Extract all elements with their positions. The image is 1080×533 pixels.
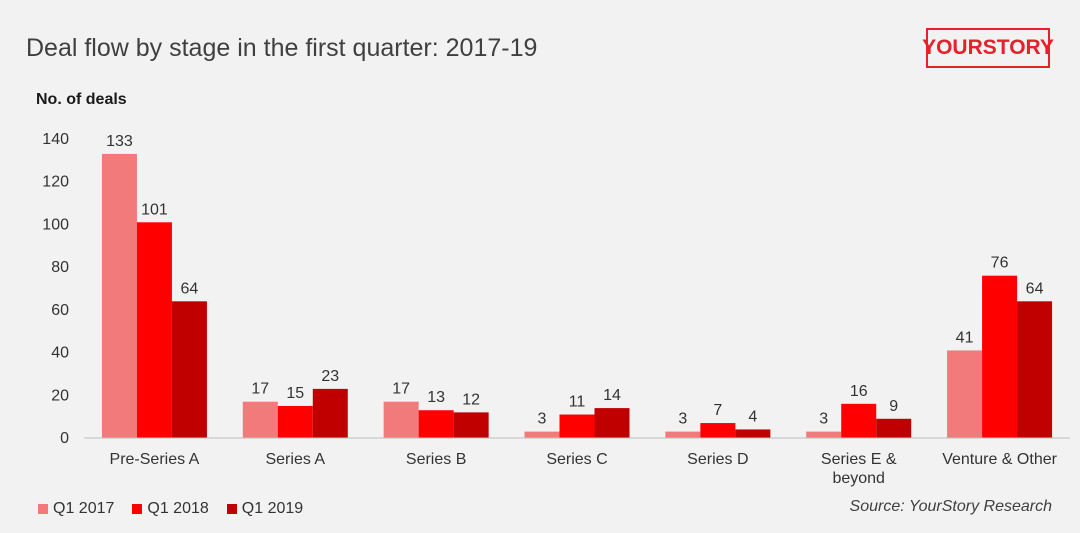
legend-item-q1-2018: Q1 2018 (132, 500, 209, 518)
bar (700, 423, 736, 438)
data-label: 12 (462, 391, 480, 408)
legend-swatch-q1-2017 (38, 504, 48, 514)
y-tick-label: 40 (51, 345, 69, 362)
legend-swatch-q1-2019 (226, 504, 237, 514)
data-label: 9 (889, 398, 898, 415)
y-tick-label: 120 (42, 174, 69, 191)
data-label: 17 (251, 381, 269, 398)
bar (806, 431, 842, 438)
y-tick-label: 80 (51, 259, 69, 276)
bar (841, 403, 877, 438)
x-tick-label: Series A (265, 451, 325, 468)
source-note: Source: YourStory Research (849, 498, 1052, 515)
yourstory-logo: YOURSTORY (922, 28, 1054, 68)
data-label: 11 (569, 394, 586, 411)
data-label: 13 (427, 389, 445, 406)
data-label: 7 (713, 402, 722, 419)
bar (1017, 301, 1053, 438)
data-label: 23 (321, 368, 339, 385)
legend-swatch-q1-2018 (132, 504, 143, 514)
x-tick-label: Pre-Series A (110, 451, 200, 468)
bar (171, 301, 207, 438)
x-tick-label: Venture & Other (942, 451, 1057, 468)
chart-title: Deal flow by stage in the first quarter:… (26, 34, 538, 62)
bar (876, 418, 912, 438)
bar (735, 429, 771, 438)
data-label: 4 (748, 408, 757, 425)
y-tick-label: 140 (42, 131, 69, 148)
y-axis-label: No. of deals (36, 91, 127, 108)
x-tick-label: Series C (546, 451, 607, 468)
bar (136, 222, 172, 438)
data-label: 3 (819, 411, 828, 428)
legend-label-q1-2018: Q1 2018 (147, 500, 209, 517)
bar (524, 431, 560, 438)
data-label: 15 (286, 385, 304, 402)
x-tick-label: beyond (832, 470, 885, 487)
bar (594, 408, 630, 438)
bar (383, 401, 419, 438)
data-label: 3 (538, 411, 547, 428)
y-tick-label: 20 (51, 387, 69, 404)
data-label: 41 (956, 329, 974, 346)
legend-item-q1-2017: Q1 2017 (38, 500, 114, 518)
bar (312, 388, 348, 438)
x-tick-label: Series E & (821, 451, 897, 468)
data-label: 16 (850, 383, 868, 400)
data-label: 14 (603, 387, 621, 404)
legend: Q1 2017 Q1 2018 Q1 2019 (38, 500, 303, 518)
bar (665, 431, 701, 438)
data-label: 64 (181, 280, 199, 297)
data-label: 76 (991, 255, 1009, 272)
bar (982, 275, 1018, 438)
x-tick-label: Series B (406, 451, 466, 468)
y-tick-label: 100 (42, 216, 69, 233)
bar (242, 401, 278, 438)
y-tick-label: 60 (51, 302, 69, 319)
bar (418, 410, 454, 438)
data-label: 17 (392, 381, 410, 398)
bar (947, 350, 983, 438)
data-label: 133 (106, 133, 133, 150)
bar (559, 414, 595, 438)
legend-label-q1-2019: Q1 2019 (241, 500, 304, 517)
bar (453, 412, 489, 438)
bar (277, 405, 313, 438)
data-label: 3 (678, 411, 687, 428)
data-label: 101 (141, 201, 168, 218)
x-tick-label: Series D (687, 451, 748, 468)
bar (101, 153, 137, 438)
y-tick-label: 0 (60, 430, 69, 447)
legend-label-q1-2017: Q1 2017 (53, 500, 115, 517)
data-label: 64 (1026, 280, 1044, 297)
legend-item-q1-2019: Q1 2019 (226, 500, 304, 518)
